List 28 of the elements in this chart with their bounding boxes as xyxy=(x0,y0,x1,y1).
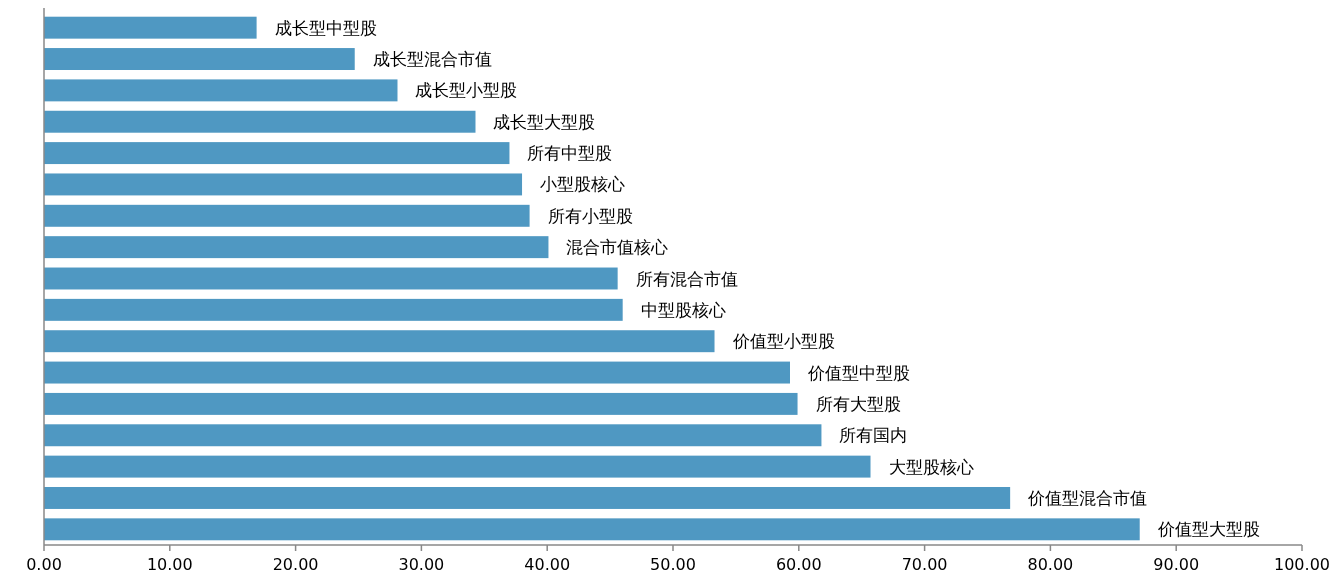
y-tick-label: 所有小型股 xyxy=(547,205,633,226)
y-tick-label: 大型股核心 xyxy=(888,456,974,477)
y-tick-label: 价值型小型股 xyxy=(731,331,835,352)
y-tick-label: 成长型中型股 xyxy=(274,17,377,38)
x-tick-label: 30.00 xyxy=(398,555,445,574)
y-tick-label: 价值型大型股 xyxy=(1156,519,1260,540)
y-tick-label: 小型股核心 xyxy=(540,174,626,195)
y-tick-label: 成长型小型股 xyxy=(415,80,518,101)
y-tick-label: 所有大型股 xyxy=(815,393,901,414)
x-tick-label: 60.00 xyxy=(775,555,822,574)
x-tick-label: 50.00 xyxy=(650,555,696,574)
y-tick-label: 混合市值核心 xyxy=(566,237,669,258)
y-tick-label: 价值型中型股 xyxy=(806,362,910,383)
x-tick-label: 40.00 xyxy=(524,555,571,574)
y-tick-label: 价值型混合市值 xyxy=(1027,487,1148,508)
x-tick-label: 70.00 xyxy=(901,555,948,574)
y-tick-label: 成长型混合市值 xyxy=(372,49,492,70)
y-tick-label: 成长型大型股 xyxy=(493,111,596,132)
y-tick-label: 中型股核心 xyxy=(640,299,726,320)
x-tick-label: 10.00 xyxy=(146,555,193,574)
x-tick-label: 0.00 xyxy=(26,555,62,574)
x-tick-label: 90.00 xyxy=(1153,555,1200,574)
y-tick-label: 所有混合市值 xyxy=(635,268,738,289)
x-tick-label: 80.00 xyxy=(1027,555,1074,574)
x-tick-label: 20.00 xyxy=(272,555,319,574)
y-tick-label: 所有国内 xyxy=(839,425,908,446)
x-tick-label: 100.00 xyxy=(1274,555,1330,574)
y-tick-label: 所有中型股 xyxy=(527,143,613,164)
